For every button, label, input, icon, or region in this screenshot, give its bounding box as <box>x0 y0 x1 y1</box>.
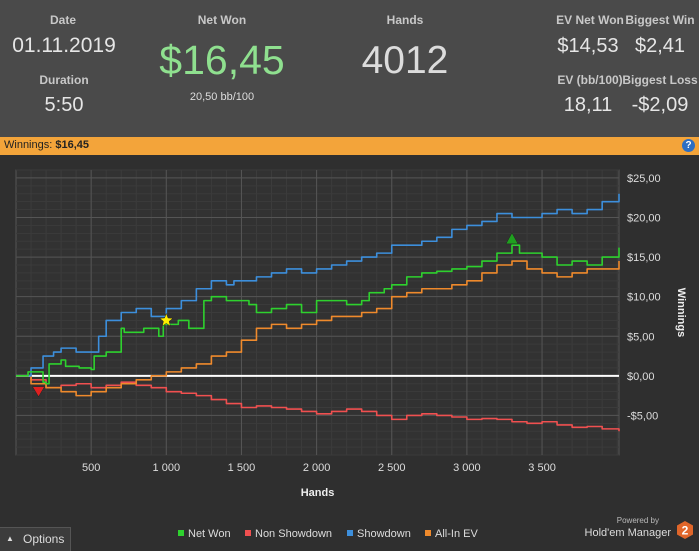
y-axis-label: Winnings <box>675 288 687 337</box>
winnings-banner: Winnings: $16,45 ? <box>0 137 699 155</box>
x-tick-label: 1 500 <box>228 462 256 474</box>
legend-label: All-In EV <box>435 528 478 540</box>
legend-swatch <box>178 530 184 536</box>
options-label: Options <box>23 532 65 546</box>
biggest-loss-value: -$2,09 <box>631 94 689 116</box>
series-line-net-won <box>16 244 620 385</box>
x-tick-label: 3 000 <box>453 462 481 474</box>
high-point-marker <box>505 232 519 245</box>
y-tick-label: -$5,00 <box>627 410 658 422</box>
hm2-logo-icon: 2 <box>677 521 693 539</box>
biggest-loss-label: Biggest Loss <box>622 73 698 87</box>
y-tick-label: $15,00 <box>627 252 661 264</box>
y-tick-label: $0,00 <box>627 371 655 383</box>
legend-label: Non Showdown <box>255 528 333 540</box>
duration-label: Duration <box>39 73 89 87</box>
x-tick-label: 1 000 <box>153 462 181 474</box>
x-tick-label: 2 500 <box>378 462 406 474</box>
help-icon[interactable]: ? <box>682 139 695 152</box>
legend-item-showdown[interactable]: Showdown <box>347 528 411 540</box>
ev-net-won-label: EV Net Won <box>556 13 624 27</box>
net-won-label: Net Won <box>197 13 247 27</box>
biggest-win-label: Biggest Win <box>625 13 695 27</box>
winnings-chart-area: 500 1 000 1 500 2 000 2 500 3 000 3 500 $25,00 $… <box>0 155 699 550</box>
powered-by-text: Powered by <box>616 516 659 525</box>
y-tick-label: $5,00 <box>627 331 655 343</box>
x-tick-label: 500 <box>82 462 100 474</box>
series-line-all-in-ev <box>16 260 620 397</box>
legend-swatch <box>425 530 431 536</box>
chevron-up-icon: ▲ <box>6 534 14 543</box>
hands-value: 4012 <box>361 39 449 82</box>
legend-swatch <box>245 530 251 536</box>
date-label: Date <box>49 13 76 27</box>
series-line-showdown <box>16 193 620 377</box>
winnings-banner-label: Winnings: <box>4 139 53 151</box>
ev-bb100-value: 18,11 <box>563 94 613 116</box>
hands-label: Hands <box>386 13 424 27</box>
y-tick-label: $20,00 <box>627 213 661 225</box>
legend-item-non-showdown[interactable]: Non Showdown <box>245 528 332 540</box>
legend-item-net-won[interactable]: Net Won <box>178 528 231 540</box>
brand-name: Hold'em Manager <box>584 527 671 539</box>
legend-swatch <box>347 530 353 536</box>
y-tick-label: $10,00 <box>627 292 661 304</box>
low-point-marker <box>32 386 45 398</box>
ev-bb100-label: EV (bb/100) <box>557 73 623 87</box>
legend-label: Net Won <box>188 528 231 540</box>
options-button[interactable]: ▲ Options <box>0 527 71 551</box>
star-marker <box>158 312 174 327</box>
date-value: 01.11.2019 <box>12 34 116 57</box>
winnings-banner-value: $16,45 <box>55 139 90 151</box>
x-tick-label: 2 000 <box>303 462 331 474</box>
duration-value: 5:50 <box>44 94 84 116</box>
hm2-badge-text: 2 <box>682 524 689 538</box>
winnings-chart: 500 1 000 1 500 2 000 2 500 3 000 3 500 $25,00 $… <box>15 169 687 499</box>
legend-label: Showdown <box>357 528 411 540</box>
net-won-value: $16,45 <box>159 37 285 83</box>
x-tick-label: 3 500 <box>528 462 556 474</box>
ev-net-won-value: $14,53 <box>557 35 619 57</box>
x-axis-label: Hands <box>301 487 335 499</box>
net-won-bb100: 20,50 bb/100 <box>189 91 255 103</box>
y-tick-label: $25,00 <box>627 173 661 185</box>
summary-panel: Date 01.11.2019 Duration 5:50 Net Won $1… <box>0 0 699 137</box>
legend-item-all-in-ev[interactable]: All-In EV <box>425 528 478 540</box>
biggest-win-value: $2,41 <box>634 35 686 57</box>
